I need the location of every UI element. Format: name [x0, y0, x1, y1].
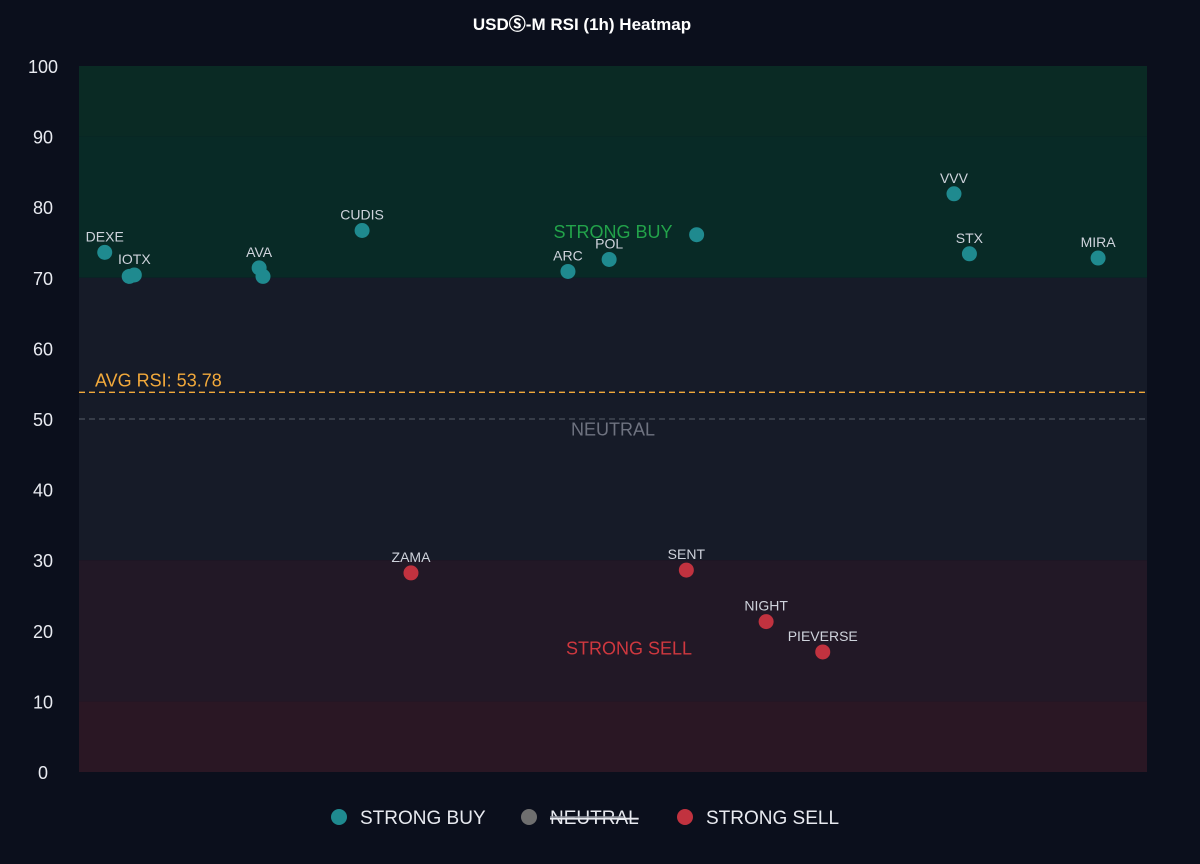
data-point — [689, 227, 705, 243]
y-tick-label: 80 — [33, 198, 53, 218]
zone-band-0 — [79, 66, 1147, 137]
data-point — [815, 644, 831, 660]
point-label: VVV — [940, 170, 969, 186]
point-label: AVA — [246, 244, 273, 260]
zone-labels: STRONG BUY NEUTRAL STRONG SELL — [553, 222, 692, 659]
point-label: MIRA — [1081, 234, 1117, 250]
legend: STRONG BUY NEUTRAL STRONG SELL — [331, 808, 839, 829]
legend-label-strong-sell: STRONG SELL — [706, 808, 839, 829]
zone-label-strong-sell: STRONG SELL — [566, 638, 692, 658]
zone-band-4 — [79, 701, 1147, 772]
data-points: DEXE IOTX AVA CUDIS ARC POL VVV STX MIRA ZAMA SENT… — [86, 170, 1117, 660]
zone-label-strong-buy: STRONG BUY — [553, 222, 672, 242]
data-point — [403, 565, 419, 581]
zone-label-neutral: NEUTRAL — [571, 420, 655, 440]
y-tick-label: 60 — [33, 339, 53, 359]
point-label: IOTX — [118, 251, 151, 267]
data-point — [97, 244, 113, 260]
data-point — [678, 562, 694, 578]
data-point — [961, 246, 977, 262]
point-label: POL — [595, 235, 623, 251]
data-point — [1090, 250, 1106, 266]
data-point — [255, 268, 271, 284]
legend-marker-strong-sell — [677, 809, 693, 825]
point-label: PIEVERSE — [788, 628, 858, 644]
y-tick-label: 10 — [33, 692, 53, 712]
data-point — [946, 186, 962, 202]
data-point — [354, 222, 370, 238]
data-point — [126, 267, 142, 283]
point-label: ZAMA — [392, 549, 432, 565]
legend-marker-neutral — [521, 809, 537, 825]
avg-rsi-label: AVG RSI: 53.78 — [95, 370, 222, 390]
data-point — [758, 614, 774, 630]
y-tick-label: 50 — [33, 410, 53, 430]
y-tick-label: 30 — [33, 551, 53, 571]
zone-band-3 — [79, 560, 1147, 702]
y-tick-label: 100 — [28, 57, 58, 77]
legend-label-neutral: NEUTRAL — [550, 808, 639, 829]
data-point — [560, 263, 576, 279]
y-tick-label: 0 — [38, 763, 48, 783]
rsi-zones — [79, 66, 1147, 772]
point-label: CUDIS — [340, 206, 384, 222]
point-label: SENT — [668, 546, 706, 562]
reference-lines: AVG RSI: 53.78 — [79, 370, 1147, 420]
point-label: DEXE — [86, 228, 124, 244]
legend-label-strong-buy: STRONG BUY — [360, 808, 486, 829]
chart-title: USDⓈ-M RSI (1h) Heatmap — [473, 14, 691, 34]
data-point — [601, 251, 617, 267]
y-tick-label: 40 — [33, 481, 53, 501]
y-axis: 0 10 20 30 40 50 60 70 80 90 100 — [28, 57, 58, 783]
legend-marker-strong-buy — [331, 809, 347, 825]
point-label: NIGHT — [744, 598, 788, 614]
y-tick-label: 20 — [33, 622, 53, 642]
point-label: ARC — [553, 247, 583, 263]
y-tick-label: 90 — [33, 128, 53, 148]
point-label: STX — [956, 230, 984, 246]
y-tick-label: 70 — [33, 269, 53, 289]
